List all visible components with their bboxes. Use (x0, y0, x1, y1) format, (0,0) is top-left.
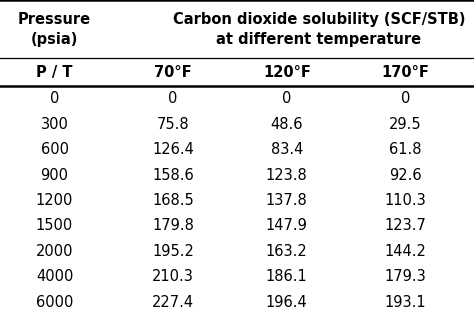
Text: Carbon dioxide solubility (SCF/STB): Carbon dioxide solubility (SCF/STB) (173, 12, 465, 26)
Text: 195.2: 195.2 (152, 244, 194, 259)
Text: Pressure: Pressure (18, 12, 91, 26)
Text: 147.9: 147.9 (266, 219, 308, 233)
Text: 48.6: 48.6 (271, 117, 303, 132)
Text: 158.6: 158.6 (152, 168, 194, 183)
Text: 4000: 4000 (36, 269, 73, 284)
Text: 179.8: 179.8 (152, 219, 194, 233)
Text: 193.1: 193.1 (384, 295, 426, 310)
Text: 1200: 1200 (36, 193, 73, 208)
Text: 186.1: 186.1 (266, 269, 308, 284)
Text: 144.2: 144.2 (384, 244, 426, 259)
Text: 170°F: 170°F (381, 65, 429, 80)
Text: 29.5: 29.5 (389, 117, 421, 132)
Text: (psia): (psia) (31, 32, 78, 47)
Text: 123.8: 123.8 (266, 168, 308, 183)
Text: 300: 300 (41, 117, 68, 132)
Text: at different temperature: at different temperature (216, 32, 421, 47)
Text: 70°F: 70°F (154, 65, 192, 80)
Text: 0: 0 (401, 91, 410, 106)
Text: P / T: P / T (36, 65, 73, 80)
Text: 120°F: 120°F (263, 65, 311, 80)
Text: 6000: 6000 (36, 295, 73, 310)
Text: 179.3: 179.3 (384, 269, 426, 284)
Text: 900: 900 (40, 168, 69, 183)
Text: 2000: 2000 (36, 244, 73, 259)
Text: 61.8: 61.8 (389, 142, 421, 157)
Text: 0: 0 (282, 91, 292, 106)
Text: 123.7: 123.7 (384, 219, 426, 233)
Text: 83.4: 83.4 (271, 142, 303, 157)
Text: 210.3: 210.3 (152, 269, 194, 284)
Text: 168.5: 168.5 (152, 193, 194, 208)
Text: 196.4: 196.4 (266, 295, 308, 310)
Text: 600: 600 (40, 142, 69, 157)
Text: 0: 0 (50, 91, 59, 106)
Text: 75.8: 75.8 (157, 117, 189, 132)
Text: 92.6: 92.6 (389, 168, 421, 183)
Text: 126.4: 126.4 (152, 142, 194, 157)
Text: 137.8: 137.8 (266, 193, 308, 208)
Text: 1500: 1500 (36, 219, 73, 233)
Text: 0: 0 (168, 91, 178, 106)
Text: 227.4: 227.4 (152, 295, 194, 310)
Text: 163.2: 163.2 (266, 244, 308, 259)
Text: 110.3: 110.3 (384, 193, 426, 208)
